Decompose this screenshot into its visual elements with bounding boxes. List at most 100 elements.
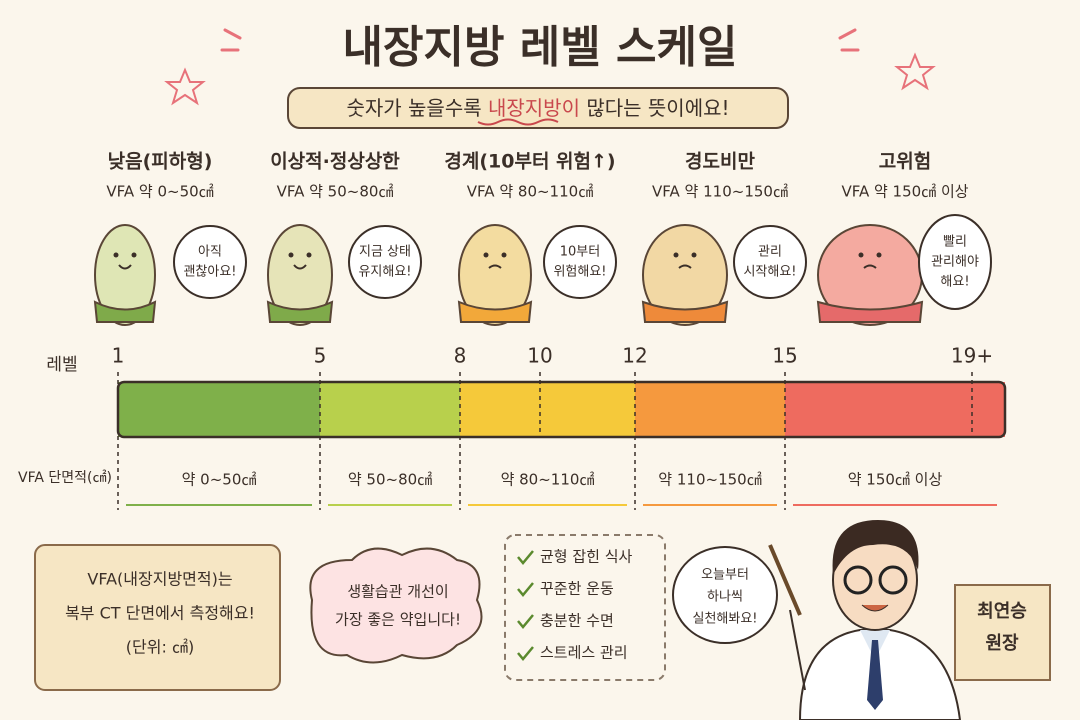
character-body	[94, 224, 156, 326]
doctor	[768, 520, 962, 720]
bubble-text: 아직	[198, 245, 222, 260]
subtitle-part: 많다는 뜻이에요!	[580, 96, 730, 120]
scale-segment	[460, 382, 635, 437]
subtitle: 숫자가 높을수록 내장지방이 많다는 뜻이에요!	[346, 96, 729, 120]
bubble-text: 관리해야	[931, 255, 979, 270]
scale-segment	[320, 382, 460, 437]
cloud	[309, 547, 483, 664]
vfa-range: 약 0~50㎠	[182, 471, 257, 489]
underline	[477, 118, 559, 126]
level-tick: 10	[527, 344, 552, 368]
vfa-range: 약 110~150㎠	[658, 471, 761, 489]
eye	[131, 252, 137, 258]
check-mark	[517, 582, 534, 597]
eye	[306, 252, 312, 258]
check-mark	[517, 614, 534, 629]
doctor-bubble-text: 하나씩	[707, 590, 743, 605]
bubble-text: 유지해요!	[358, 265, 411, 280]
level-name: 이상적·정상상한	[270, 151, 400, 173]
mouth	[488, 264, 502, 269]
subtitle-part: 숫자가 높을수록	[346, 96, 488, 120]
mouth	[863, 264, 877, 269]
speech-bubble	[173, 225, 247, 299]
speech-bubble	[733, 225, 807, 299]
eye	[113, 252, 119, 258]
character-shorts	[641, 300, 729, 323]
checklist-item: 균형 잡힌 식사	[540, 548, 633, 566]
doctor-bubble	[672, 546, 778, 644]
note-text: VFA(내장지방면적)는	[87, 570, 232, 589]
level-range: VFA 약 0~50㎠	[106, 183, 213, 201]
bubble-text: 빨리	[943, 235, 967, 250]
vfa-label: VFA 단면적(㎠)	[18, 470, 112, 486]
bubble-text: 10부터	[560, 245, 600, 260]
character-shorts	[93, 300, 157, 323]
vfa-range: 약 80~110㎠	[501, 471, 595, 489]
eye	[483, 252, 489, 258]
level-range: VFA 약 150㎠ 이상	[841, 183, 968, 201]
eye	[673, 252, 679, 258]
level-range: VFA 약 80~110㎠	[467, 183, 593, 201]
character-body	[458, 224, 532, 326]
level-name: 경도비만	[685, 151, 755, 173]
level-tick: 8	[454, 344, 467, 368]
title: 내장지방 레벨 스케일	[343, 22, 738, 73]
check-mark	[517, 550, 534, 565]
subtitle-box	[287, 87, 789, 129]
bubble-text: 괜찮아요!	[183, 265, 236, 280]
doctor-name: 최연승	[977, 601, 1027, 622]
level-tick: 12	[622, 344, 647, 368]
level-tick: 15	[772, 344, 797, 368]
name-sign	[954, 584, 1051, 681]
checklist-item: 꾸준한 운동	[540, 580, 614, 598]
note-box	[34, 544, 281, 691]
character	[816, 224, 924, 326]
character-shorts	[266, 300, 334, 323]
scale-segment	[118, 382, 320, 437]
mouth	[118, 264, 132, 270]
scale-segment	[635, 382, 785, 437]
scale-segment	[785, 382, 1005, 437]
scale-bar-outline	[116, 380, 1007, 439]
character	[457, 224, 533, 326]
level-name: 낮음(피하형)	[108, 151, 213, 173]
bubble-text: 해요!	[940, 275, 969, 290]
stars	[164, 52, 936, 106]
bubble-text: 위험해요!	[553, 265, 606, 280]
speech-bubble	[348, 225, 422, 299]
checklist-item: 충분한 수면	[540, 612, 614, 630]
level-name: 경계(10부터 위험↑)	[444, 151, 615, 173]
check-mark	[517, 646, 534, 661]
checklist-box	[504, 534, 666, 681]
cloud-text: 가장 좋은 약입니다!	[335, 611, 461, 629]
scale-label: 레벨	[46, 355, 77, 375]
level-range: VFA 약 110~150㎠	[652, 183, 788, 201]
vfa-range: 약 150㎠ 이상	[848, 471, 943, 489]
level-range: VFA 약 50~80㎠	[277, 183, 394, 201]
character	[266, 224, 334, 326]
note-text: (단위: ㎠)	[126, 638, 194, 657]
eye	[288, 252, 294, 258]
doctor-bubble-text: 실천해봐요!	[692, 612, 757, 627]
character-body	[267, 224, 333, 326]
eye	[876, 252, 882, 258]
level-tick: 5	[314, 344, 327, 368]
character-shorts	[816, 300, 924, 323]
bubble-text: 지금 상태	[359, 245, 411, 260]
mouth	[678, 264, 692, 269]
character	[93, 224, 157, 326]
level-name: 고위험	[879, 151, 931, 173]
character-shorts	[457, 300, 533, 323]
vfa-range: 약 50~80㎠	[348, 471, 432, 489]
eye	[501, 252, 507, 258]
level-tick: 1	[112, 344, 125, 368]
character	[641, 224, 729, 326]
speech-bubble	[543, 225, 617, 299]
note-text: 복부 CT 단면에서 측정해요!	[65, 604, 255, 623]
eye	[691, 252, 697, 258]
subtitle-highlight: 내장지방이	[488, 96, 580, 120]
bubble-text: 관리	[758, 245, 782, 260]
speech-bubble	[918, 214, 992, 310]
